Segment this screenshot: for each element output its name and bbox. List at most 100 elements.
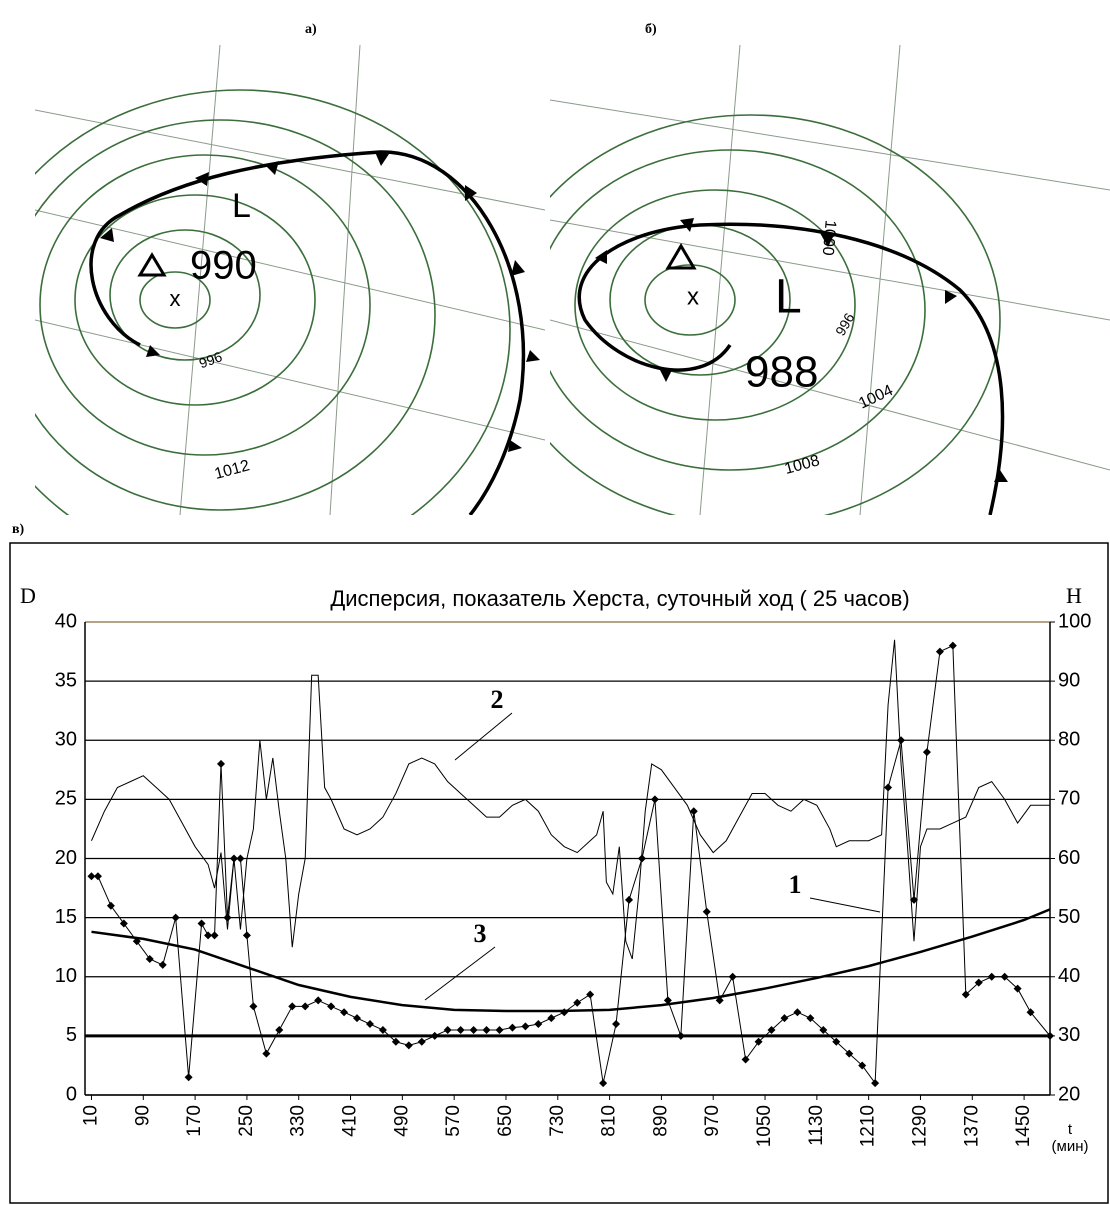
point bbox=[780, 1014, 789, 1023]
y2-tick-label: 80 bbox=[1058, 729, 1080, 751]
point bbox=[145, 955, 154, 964]
point bbox=[378, 1025, 387, 1034]
y2-axis-label: H bbox=[1066, 583, 1082, 608]
panel-label: в) bbox=[12, 522, 25, 537]
x-tick-label: 330 bbox=[288, 1105, 309, 1137]
point bbox=[301, 1002, 310, 1011]
point bbox=[353, 1014, 362, 1023]
map-label: 1012 bbox=[213, 457, 252, 483]
point bbox=[210, 931, 219, 940]
point bbox=[417, 1037, 426, 1046]
x-tick-label: 570 bbox=[443, 1105, 464, 1137]
point bbox=[87, 872, 96, 881]
x-tick-label: 90 bbox=[132, 1105, 153, 1126]
y-tick-label: 30 bbox=[55, 729, 77, 751]
y-tick-label: 10 bbox=[55, 965, 77, 987]
y2-tick-label: 50 bbox=[1058, 906, 1080, 928]
point bbox=[767, 1025, 776, 1034]
point bbox=[845, 1049, 854, 1058]
point bbox=[832, 1037, 841, 1046]
point bbox=[495, 1025, 504, 1034]
x-tick-label: 1130 bbox=[806, 1105, 827, 1146]
point bbox=[754, 1037, 763, 1046]
y2-tick-label: 30 bbox=[1058, 1024, 1080, 1046]
x-axis-label: t bbox=[1068, 1121, 1073, 1138]
point bbox=[327, 1002, 336, 1011]
leader-line bbox=[424, 946, 496, 1001]
point bbox=[340, 1008, 349, 1017]
map-label: L bbox=[232, 187, 251, 225]
point bbox=[819, 1025, 828, 1034]
point bbox=[229, 854, 238, 863]
point bbox=[948, 641, 957, 650]
point bbox=[1046, 1031, 1054, 1040]
map-a: L 990 996 1012 x bbox=[35, 45, 545, 515]
map-label: 988 bbox=[745, 348, 818, 397]
point bbox=[793, 1008, 802, 1017]
map-b: L 988 996 1000 1004 1008 x bbox=[550, 45, 1110, 515]
x-tick-label: 410 bbox=[340, 1105, 361, 1137]
y-tick-label: 15 bbox=[55, 906, 77, 928]
point bbox=[935, 647, 944, 656]
point bbox=[715, 996, 724, 1005]
point bbox=[974, 978, 983, 987]
point bbox=[586, 990, 595, 999]
center-mark: x bbox=[687, 283, 699, 310]
point bbox=[961, 990, 970, 999]
y2-tick-label: 40 bbox=[1058, 965, 1080, 987]
point bbox=[637, 854, 646, 863]
map-label: 1000 bbox=[819, 219, 839, 256]
point bbox=[573, 998, 582, 1007]
x-tick-label: 1370 bbox=[961, 1105, 982, 1147]
x-tick-label: 10 bbox=[80, 1105, 101, 1126]
point bbox=[625, 895, 634, 904]
point bbox=[858, 1061, 867, 1070]
point bbox=[93, 872, 102, 881]
x-tick-label: 890 bbox=[650, 1105, 671, 1137]
point bbox=[275, 1025, 284, 1034]
point bbox=[443, 1025, 452, 1034]
point bbox=[1026, 1008, 1035, 1017]
point bbox=[184, 1073, 193, 1082]
point bbox=[249, 1002, 258, 1011]
x-tick-label: 1450 bbox=[1013, 1105, 1034, 1147]
y2-tick-label: 20 bbox=[1058, 1083, 1080, 1105]
x-tick-label: 1050 bbox=[754, 1105, 775, 1147]
x-tick-label: 810 bbox=[599, 1105, 620, 1137]
x-tick-label: 650 bbox=[495, 1105, 516, 1137]
map-label: 1008 bbox=[783, 452, 822, 478]
y2-tick-label: 70 bbox=[1058, 788, 1080, 810]
center-mark: x bbox=[170, 286, 181, 311]
point bbox=[197, 919, 206, 928]
map-label: L bbox=[775, 271, 802, 324]
point bbox=[132, 937, 141, 946]
point bbox=[262, 1049, 271, 1058]
point bbox=[897, 736, 906, 745]
point bbox=[314, 996, 323, 1005]
panel-label: б) bbox=[645, 22, 657, 37]
panel-label: а) bbox=[305, 22, 317, 37]
point bbox=[806, 1014, 815, 1023]
x-tick-label: 250 bbox=[236, 1105, 257, 1137]
point bbox=[521, 1022, 530, 1031]
series-line bbox=[91, 644, 1051, 1085]
point bbox=[728, 972, 737, 981]
map-label: 990 bbox=[190, 244, 257, 288]
series-line bbox=[91, 908, 1051, 1013]
y-tick-label: 25 bbox=[55, 788, 77, 810]
point bbox=[612, 1020, 621, 1029]
y-tick-label: 20 bbox=[55, 847, 77, 869]
point bbox=[1000, 972, 1009, 981]
point bbox=[922, 748, 931, 757]
point bbox=[236, 854, 245, 863]
y-tick-label: 40 bbox=[55, 610, 77, 632]
point bbox=[650, 795, 659, 804]
map-label: 1004 bbox=[856, 382, 896, 413]
point bbox=[741, 1055, 750, 1064]
x-tick-label: 1290 bbox=[909, 1105, 930, 1147]
y-tick-label: 35 bbox=[55, 669, 77, 691]
point bbox=[391, 1037, 400, 1046]
point bbox=[430, 1031, 439, 1040]
point bbox=[871, 1079, 880, 1088]
